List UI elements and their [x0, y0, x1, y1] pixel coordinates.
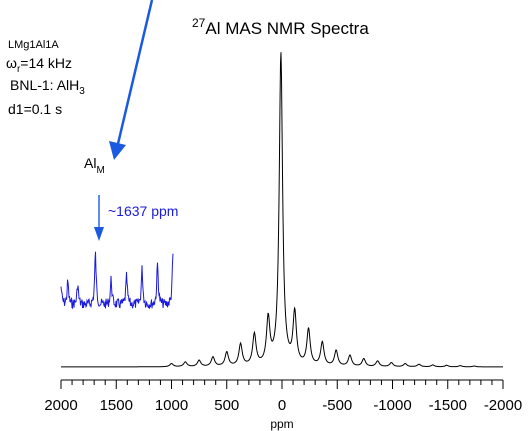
x-tick-label: 1000	[155, 397, 188, 414]
reference-sub: 3	[79, 86, 85, 97]
al-m-label: AlM	[84, 155, 105, 176]
x-tick-label: -2000	[484, 397, 522, 414]
spin-rate-value: =14 kHz	[20, 55, 72, 71]
al-m-pointer-arrow-head	[109, 141, 126, 160]
x-tick-label: -1500	[429, 397, 467, 414]
al-m-pointer-arrow-line	[115, 0, 154, 149]
x-tick-label: 500	[214, 397, 239, 414]
chart-title: 27Al MAS NMR Spectra	[192, 16, 369, 38]
relaxation-delay: d1=0.1 s	[8, 101, 62, 117]
sample-name: LMg1Al1A	[8, 39, 59, 51]
spin-rate: ωr=14 kHz	[6, 55, 72, 75]
x-tick-label: 1500	[100, 397, 133, 414]
x-axis-label: ppm	[270, 417, 293, 431]
x-tick-label: 0	[278, 397, 286, 414]
main-spectrum-trace	[61, 52, 503, 368]
inset-spectrum-trace	[60, 251, 174, 310]
x-tick-label: -500	[322, 397, 352, 414]
title-superscript: 27	[192, 16, 206, 30]
x-tick-label: 2000	[44, 397, 77, 414]
x-tick-label: -1000	[373, 397, 411, 414]
spin-rate-symbol: ω	[6, 55, 17, 71]
spin-rate-sub: r	[17, 64, 21, 75]
inset-peak-annotation: ~1637 ppm	[108, 203, 178, 219]
reference-text: BNL-1: AlH	[10, 77, 79, 93]
x-axis-ticks: 2000 1500 1000 500 0 -500 -1000 -1500 -2000	[44, 380, 522, 414]
reference: BNL-1: AlH3	[10, 77, 85, 97]
al-m-label-main: Al	[84, 155, 96, 171]
inset-peak-arrow-head	[94, 227, 104, 241]
al-m-label-sub: M	[96, 165, 104, 176]
title-text: Al MAS NMR Spectra	[205, 19, 369, 38]
